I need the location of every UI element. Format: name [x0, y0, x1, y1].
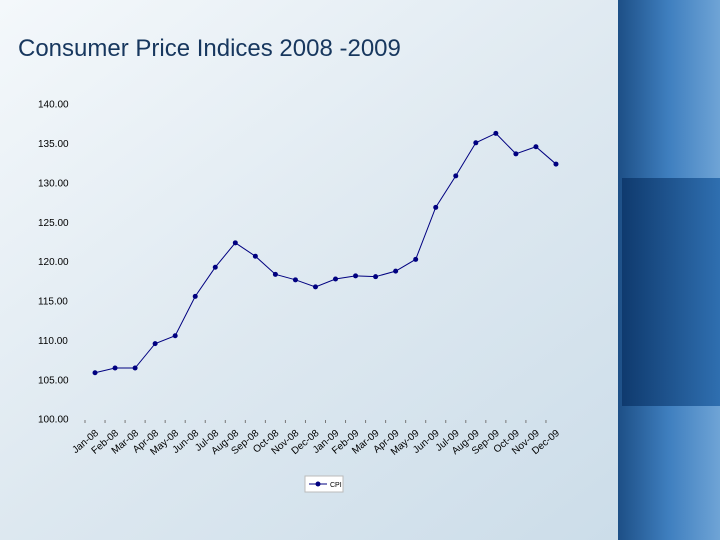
y-tick-label: 105.00 — [38, 375, 69, 386]
point — [112, 365, 118, 371]
point — [553, 161, 559, 167]
point — [172, 333, 178, 339]
point — [252, 253, 258, 259]
side-panel-band — [622, 178, 720, 406]
point — [493, 130, 499, 136]
y-tick-label: 115.00 — [38, 297, 68, 308]
point — [292, 277, 298, 283]
y-tick-label: 135.00 — [38, 139, 69, 150]
point — [433, 204, 439, 210]
point — [132, 365, 138, 371]
y-tick-label: 110.00 — [38, 336, 68, 347]
point — [192, 293, 198, 299]
y-tick-label: 140.00 — [38, 100, 69, 111]
legend-label: CPI — [330, 482, 342, 489]
point — [473, 140, 479, 146]
point — [393, 268, 399, 274]
point — [513, 151, 519, 157]
point — [92, 370, 98, 376]
y-tick-label: 130.00 — [38, 178, 69, 189]
point — [152, 341, 158, 347]
chart-title: Consumer Price Indices 2008 -2009 — [18, 35, 401, 62]
y-tick-label: 125.00 — [38, 218, 69, 229]
point — [453, 173, 459, 179]
point — [232, 240, 238, 246]
point — [373, 274, 379, 280]
point — [413, 256, 419, 262]
y-tick-label: 100.00 — [38, 415, 69, 426]
point — [353, 273, 359, 279]
point — [533, 144, 539, 150]
legend-marker — [315, 481, 321, 487]
point — [312, 284, 318, 290]
legend: CPI — [304, 475, 344, 493]
point — [212, 264, 218, 270]
point — [272, 271, 278, 277]
point — [333, 276, 339, 282]
line — [94, 132, 557, 374]
y-tick-label: 120.00 — [38, 257, 69, 268]
